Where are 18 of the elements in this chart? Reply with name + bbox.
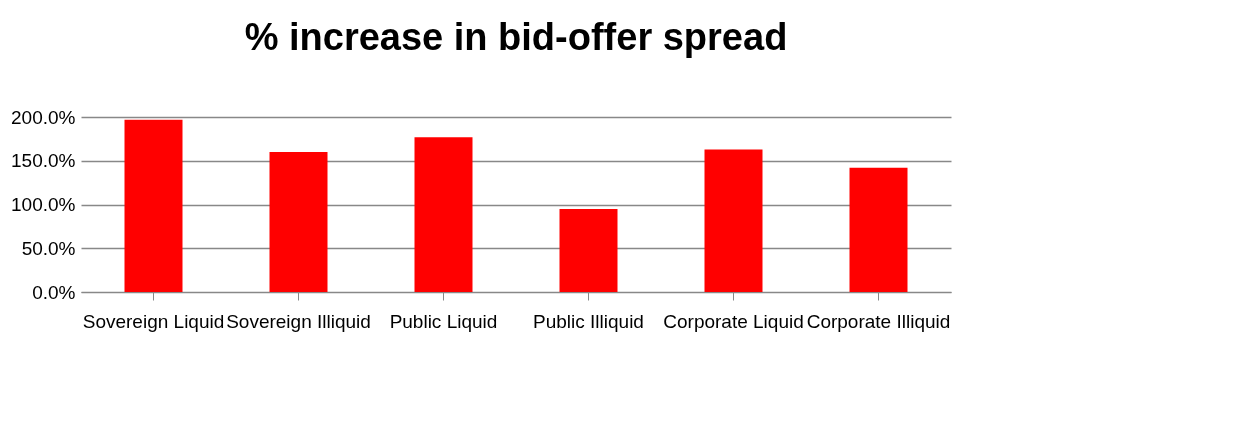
x-tick-label: Public Liquid — [389, 310, 498, 332]
bar — [124, 119, 183, 292]
x-tick-label: Sovereign Illiquid — [226, 310, 371, 332]
x-tick-label: Corporate Liquid — [663, 310, 804, 332]
chart-title: % increase in bid-offer spread — [244, 16, 788, 58]
bar — [414, 137, 473, 292]
y-tick-label: 0.0% — [32, 281, 76, 303]
y-tick-label: 150.0% — [11, 150, 76, 172]
bar — [559, 208, 618, 292]
bar — [704, 149, 763, 292]
y-tick-label: 200.0% — [11, 106, 76, 128]
x-tick-label: Sovereign Liquid — [82, 310, 225, 332]
x-tick-label: Public Illiquid — [533, 310, 644, 332]
bar — [849, 167, 908, 292]
x-tick-label: Corporate Illiquid — [806, 310, 951, 332]
y-tick-label: 50.0% — [21, 237, 76, 259]
bar — [269, 152, 328, 292]
y-tick-label: 100.0% — [11, 194, 76, 215]
